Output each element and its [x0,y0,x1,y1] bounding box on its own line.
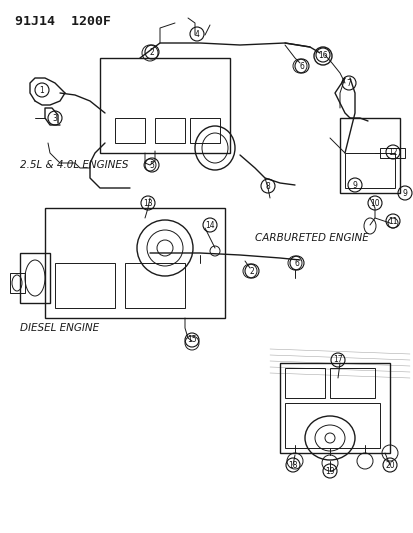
Text: 2.5L & 4.0L ENGINES: 2.5L & 4.0L ENGINES [20,160,128,170]
Text: 91J14  1200F: 91J14 1200F [15,15,111,28]
Text: 1: 1 [40,85,44,94]
Text: 9: 9 [401,189,406,198]
Text: 5: 5 [149,160,154,169]
Bar [20,253,50,303]
Text: CARBURETED ENGINE: CARBURETED ENGINE [254,233,368,243]
Bar [284,368,324,398]
Bar [55,263,115,308]
Bar [379,148,404,158]
Bar [344,153,394,188]
Text: 11: 11 [387,216,397,225]
Bar [339,118,399,193]
Text: 18: 18 [287,461,297,470]
Text: 16: 16 [318,51,327,60]
Text: 17: 17 [332,356,342,365]
Bar [125,263,185,308]
Bar [329,368,374,398]
Bar [154,118,185,143]
Text: 6: 6 [294,259,299,268]
Text: 13: 13 [143,198,152,207]
Text: 19: 19 [324,466,334,475]
Text: 12: 12 [387,148,397,157]
Bar [45,208,224,318]
Text: 4: 4 [194,29,199,38]
Text: 3: 3 [52,114,57,123]
Text: DIESEL ENGINE: DIESEL ENGINE [20,323,99,333]
Text: 2: 2 [149,47,154,56]
Text: 2: 2 [249,266,254,276]
Text: 14: 14 [205,221,214,230]
Bar [10,273,25,293]
Bar [100,58,230,153]
Text: 6: 6 [299,61,304,70]
Bar [190,118,219,143]
Text: 7: 7 [346,78,351,87]
Text: 8: 8 [265,182,270,190]
Bar [115,118,145,143]
Bar [279,363,389,453]
Bar [284,403,379,448]
Text: 10: 10 [369,198,379,207]
Text: 20: 20 [384,461,394,470]
Text: 9: 9 [352,181,356,190]
Text: 15: 15 [187,335,196,344]
